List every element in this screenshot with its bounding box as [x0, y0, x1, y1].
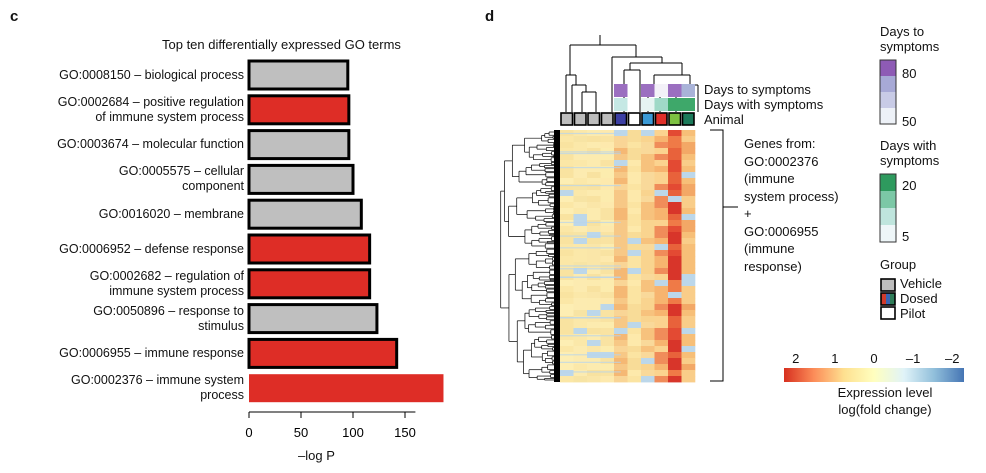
gene-set-label: Genes from: GO:0002376 (immune system proce…	[744, 135, 839, 275]
animal-cell	[668, 112, 682, 126]
legend-days-with-tick-5: 5	[902, 229, 910, 244]
row-leaves	[554, 130, 560, 382]
animal-cell	[600, 112, 614, 126]
bar-4	[247, 198, 363, 230]
legend-days-to-seg	[880, 76, 896, 92]
bar-8	[247, 337, 399, 369]
animal-cell	[654, 112, 668, 126]
legend-days-to-tick-50: 50	[902, 114, 917, 129]
go-term-label: GO:0050896 – response to stimulus	[93, 303, 244, 333]
go-term-label: GO:0002684 – positive regulation of immun…	[57, 94, 244, 124]
annotation-cell	[654, 84, 668, 97]
legend-days-with-tick-20: 20	[902, 178, 917, 193]
legend-days-to-seg	[880, 60, 896, 76]
go-bar-chart: 0 50 100 150	[245, 59, 444, 440]
heatmap-body	[560, 130, 696, 383]
annotation-cell	[641, 98, 655, 111]
annotation-cell	[614, 98, 628, 111]
x-tick-label: 100	[342, 425, 364, 440]
annotation-cell	[668, 84, 682, 97]
bar-3	[247, 163, 355, 195]
legend-group-pilot: Pilot	[900, 306, 926, 321]
x-tick-label: 150	[394, 425, 416, 440]
bracket-label-line: response)	[744, 258, 802, 274]
legend-days-to-tick-80: 80	[902, 66, 917, 81]
legend-days-with-seg	[880, 174, 896, 191]
legend-group-dosed: Dosed	[900, 291, 938, 306]
annotation-days-with-symptoms: Days with symptoms	[704, 97, 824, 112]
legend-days-with-seg	[880, 191, 896, 208]
annotation-cell	[614, 84, 628, 97]
annotation-cell	[654, 98, 668, 111]
legend-days-to-seg	[880, 92, 896, 108]
colorbar-tick-label: –1	[905, 351, 921, 366]
swatch-vehicle	[880, 278, 896, 292]
panel-d-letter: d	[485, 8, 495, 25]
bar-9	[249, 374, 444, 403]
animal-cell	[614, 112, 628, 126]
gene-bracket	[710, 129, 738, 382]
x-axis-title: –log P	[298, 448, 335, 463]
go-term-label: GO:0002682 – regulation of immune system …	[89, 268, 244, 298]
swatch-dosed	[880, 292, 896, 306]
legend-days-with-seg	[880, 208, 896, 225]
colorbar-tick-label: 1	[831, 351, 839, 366]
bar-0	[247, 59, 350, 91]
annotation-days-to-symptoms: Days to symptoms	[704, 82, 811, 97]
colorbar-tick-label: –2	[945, 351, 960, 366]
bracket-label-line: (immune	[744, 241, 795, 256]
legend-days-to-title: Days to symptoms	[880, 24, 940, 54]
legend-group-vehicle: Vehicle	[900, 276, 942, 291]
legend-days-with-title: Days with symptoms	[880, 138, 940, 168]
bracket-label-line: (immune	[744, 171, 795, 186]
bar-5	[247, 233, 372, 265]
panel-c-letter: c	[10, 8, 19, 25]
bar-1	[247, 94, 351, 126]
bracket-label-line: GO:0002376	[744, 153, 819, 169]
bracket-label-line: system process)	[744, 188, 839, 204]
annotation-cell	[641, 84, 655, 97]
annotation-cell	[668, 98, 682, 111]
animal-cell	[627, 112, 641, 126]
bar-7	[247, 303, 379, 335]
bracket-label-line: Genes from:	[744, 136, 816, 151]
go-term-label: GO:0008150 – biological process	[59, 67, 244, 82]
animal-cell	[560, 112, 574, 126]
animal-cell	[641, 112, 655, 126]
column-dendrogram	[565, 35, 699, 112]
annotation-cell	[681, 84, 695, 97]
bar-6	[247, 268, 372, 300]
go-term-label: GO:0002376 – immune system process	[71, 373, 244, 403]
colorbar-title: Expression level log(fold change)	[837, 385, 933, 417]
animal-cell	[573, 112, 587, 126]
legend-days-to-seg	[880, 108, 896, 124]
expression-heatmap	[500, 35, 964, 383]
bracket-label-line: +	[744, 206, 752, 221]
colorbar-tick-label: 0	[870, 351, 878, 366]
x-tick-label: 50	[294, 425, 308, 440]
annotation-cell	[681, 98, 695, 111]
go-term-label: GO:0006955 – immune response	[59, 345, 244, 360]
colorbar-tick-label: 2	[792, 351, 800, 366]
swatch-pilot	[880, 306, 896, 320]
bracket-label-line: GO:0006955	[744, 223, 819, 239]
bar-2	[247, 129, 351, 161]
go-term-label: GO:0016020 – membrane	[98, 206, 244, 221]
animal-cell	[587, 112, 601, 126]
chart-c-title: Top ten differentially expressed GO term…	[162, 37, 401, 52]
row-dendrogram	[500, 131, 560, 381]
x-tick-label: 0	[245, 425, 252, 440]
colorbar	[784, 368, 964, 382]
go-term-label: GO:0005575 – cellular component	[118, 164, 244, 194]
annotation-animal: Animal	[704, 112, 744, 127]
legend-days-with-frame	[879, 173, 897, 243]
legend-days-to-frame	[879, 59, 897, 125]
go-term-label: GO:0006952 – defense response	[59, 241, 244, 256]
legend-group-title: Group	[880, 257, 917, 272]
animal-cell	[681, 112, 695, 126]
legend-days-with-seg	[880, 225, 896, 242]
go-term-label: GO:0003674 – molecular function	[57, 137, 244, 152]
